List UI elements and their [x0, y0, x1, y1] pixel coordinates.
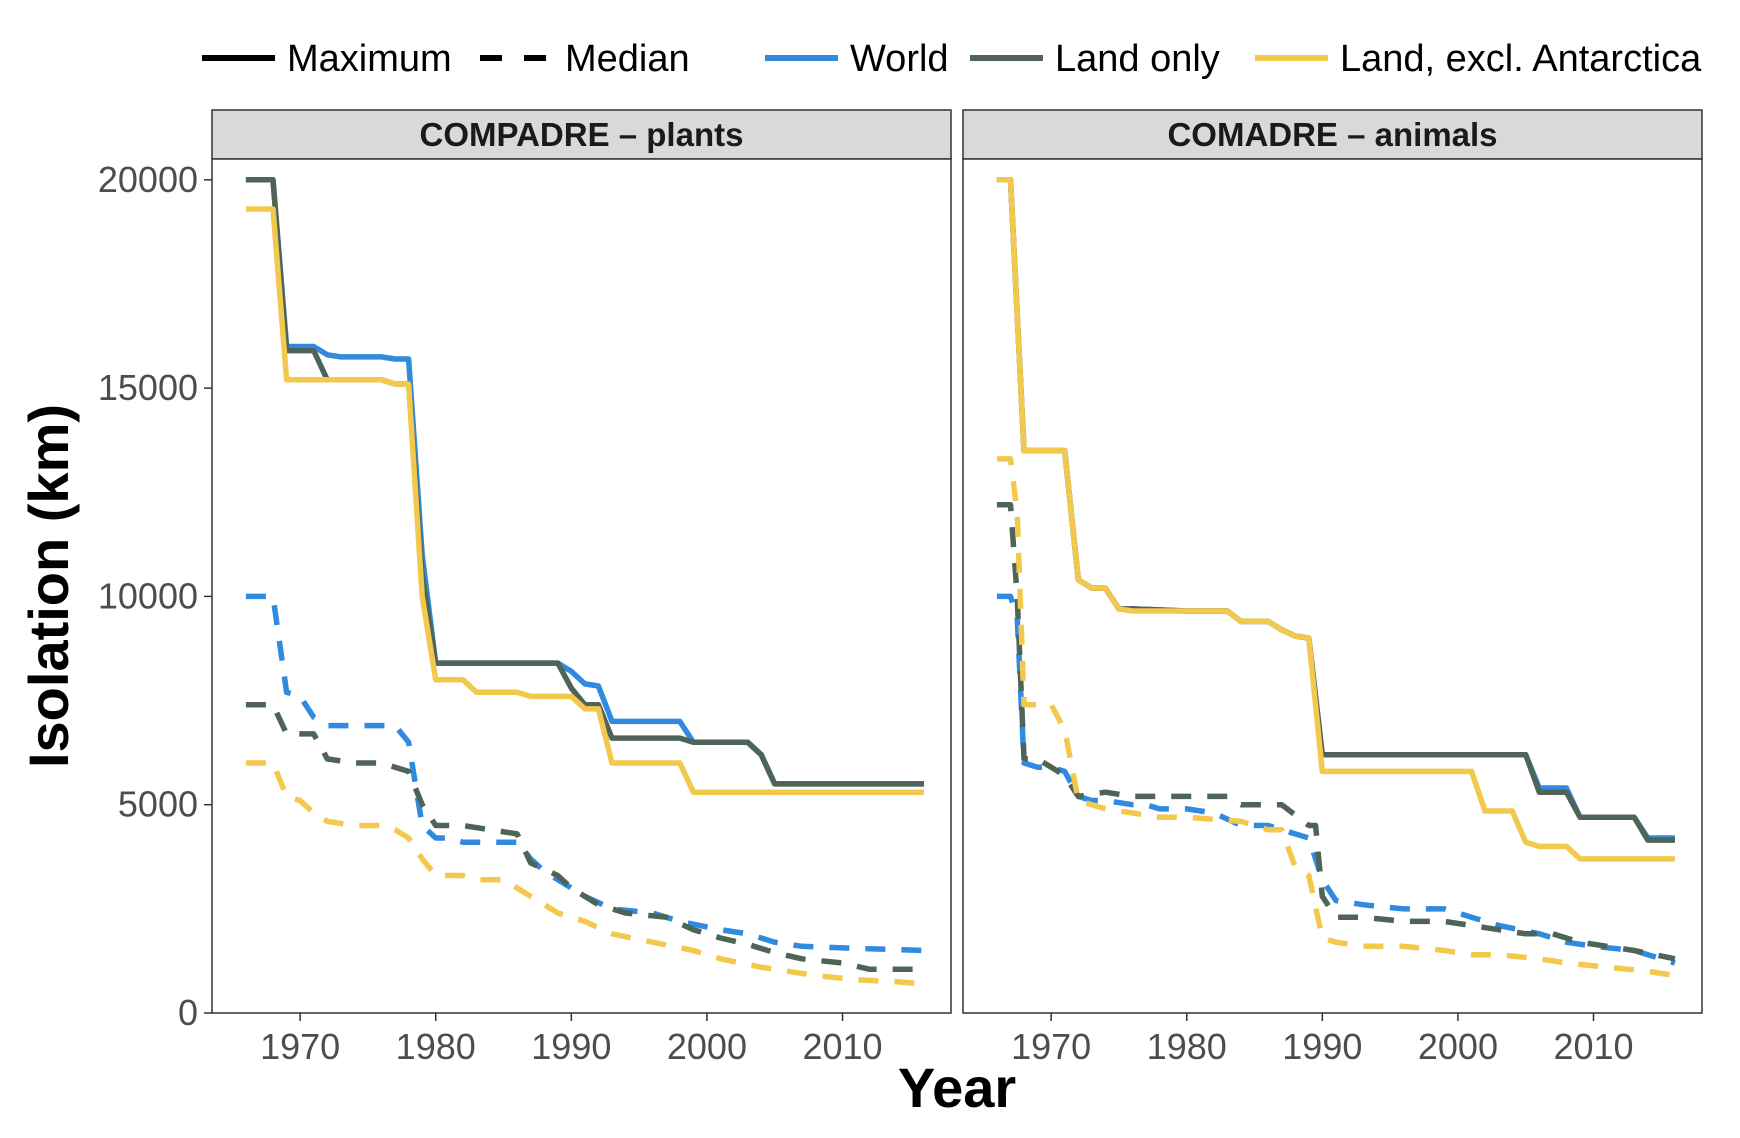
y-tick-label: 20000: [98, 159, 198, 200]
series-line-maximum-land-only: [245, 177, 924, 787]
x-tick-label: 1980: [396, 1026, 476, 1067]
series-line-median-world: [245, 593, 924, 954]
panel-title: COMPADRE – plants: [420, 116, 744, 153]
series-line-median-land-only: [245, 701, 924, 973]
plot-area: [962, 158, 1703, 1014]
y-tick-label: 15000: [98, 367, 198, 408]
y-axis-title: Isolation (km): [17, 404, 80, 768]
y-tick-label: 0: [178, 992, 198, 1033]
series-line-median-world: [996, 593, 1676, 966]
x-tick-label: 1970: [260, 1026, 340, 1067]
legend-label-world: World: [850, 38, 949, 80]
x-axis-plants: 1970 1980 1990 2000 2010: [260, 1013, 883, 1067]
plot-area: [211, 158, 952, 1014]
x-tick-label: 1990: [1282, 1026, 1362, 1067]
lines-plants: [245, 177, 925, 987]
x-axis-animals: 1970 1980 1990 2000 2010: [1011, 1013, 1634, 1067]
legend-label-land-excl-antarctica: Land, excl. Antarctica: [1340, 38, 1702, 80]
x-tick-label: 2010: [1553, 1026, 1633, 1067]
strip-background: [211, 109, 952, 160]
series-line-median-land-excl-antarctica: [245, 760, 925, 987]
lines-animals: [996, 177, 1676, 979]
strip-background: [962, 109, 1703, 160]
x-tick-label: 2000: [1418, 1026, 1498, 1067]
y-tick-label: 5000: [118, 784, 198, 825]
x-axis-title: Year: [898, 1056, 1016, 1119]
legend-label-median: Median: [565, 38, 690, 80]
x-tick-label: 2010: [802, 1026, 882, 1067]
panel-title: COMADRE – animals: [1167, 116, 1497, 153]
series-line-median-land-only: [996, 502, 1676, 962]
series-line-median-land-excl-antarctica: [996, 456, 1676, 979]
y-tick-label: 10000: [98, 575, 198, 616]
series-line-maximum-land-excl-antarctica: [245, 206, 924, 795]
panel-animals: COMADRE – animals 1970 1980 1990 2000 2010: [962, 109, 1703, 1067]
x-tick-label: 1990: [531, 1026, 611, 1067]
legend-label-land-only: Land only: [1055, 38, 1220, 80]
x-tick-label: 1970: [1011, 1026, 1091, 1067]
x-tick-label: 1980: [1147, 1026, 1227, 1067]
x-tick-label: 2000: [667, 1026, 747, 1067]
series-line-maximum-land-excl-antarctica: [996, 177, 1675, 862]
legend-label-maximum: Maximum: [287, 38, 452, 80]
y-axis: 0 5000 10000 15000 20000: [98, 159, 212, 1033]
panel-plants: COMPADRE – plants 1970 1980 1990 2000 2010: [211, 109, 952, 1067]
legend: Maximum Median World Land only Land, exc…: [202, 38, 1702, 80]
